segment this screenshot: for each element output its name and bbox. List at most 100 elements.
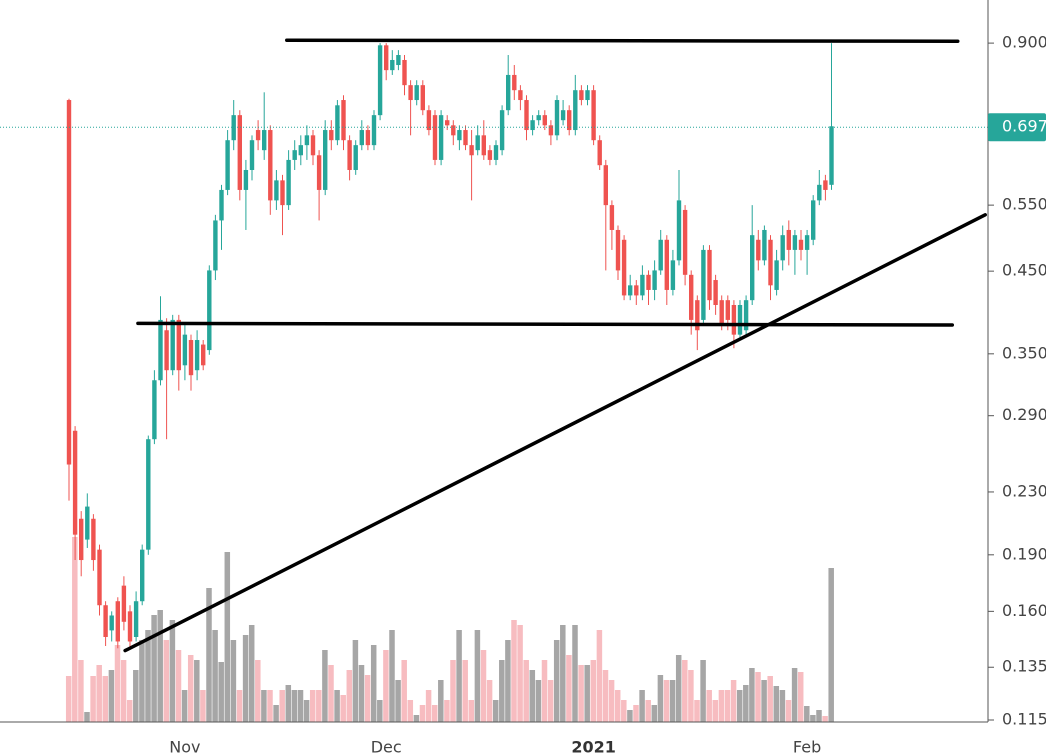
candle-body [402,59,407,86]
volume-bar [346,670,353,722]
volume-bar [255,660,261,722]
volume-bar [334,690,340,722]
volume-bar [108,670,115,722]
volume-bar [200,690,206,722]
candle-body [85,506,90,540]
candle-body [420,85,425,111]
trend-line [136,321,955,327]
volume-bar [322,650,328,722]
volume-bar [157,610,163,722]
x-tick-label: Nov [169,738,200,756]
candle-body [457,130,462,141]
volume-bar [627,710,633,722]
volume-bar [511,620,517,722]
volume-bar [633,705,639,722]
volume-bar [797,672,804,722]
candle-body [426,110,432,131]
volume-bar [273,705,279,722]
volume-bar [602,670,609,722]
volume-bar [712,700,719,722]
candle-body [560,110,566,121]
candle-body [310,135,316,156]
volume-bar [767,676,773,722]
volume-bar [383,650,389,722]
candle-body [445,120,450,126]
candle-body [737,304,743,335]
candle-body [292,150,297,160]
y-tick-label: 0.290 [1002,405,1046,424]
volume-bar [523,660,529,722]
candle-body [725,300,730,320]
volume-bar [279,690,285,722]
volume-bar [718,690,725,722]
volume-bar [675,655,682,722]
volume-bar [584,665,590,722]
volume-bar [316,690,322,722]
volume-bar [462,660,468,722]
candle-body [579,90,584,101]
candle-body [554,100,560,136]
candle-body [585,90,590,101]
volume-bar [248,625,255,722]
volume-bar [261,690,267,722]
candle-body [628,285,633,296]
y-tick-label: 0.115 [1002,709,1046,728]
candle-body [188,340,194,376]
candle-body [682,209,688,275]
candle-body [756,239,761,261]
volume-bar [688,670,694,722]
candle-body [506,74,511,111]
candle-body [274,180,279,201]
candle-body [97,549,102,606]
candle-body [719,300,724,326]
volume-bar [724,690,731,722]
candle-body [713,280,718,305]
candle-body [615,229,621,271]
volume-bar [413,715,420,722]
volume-bar [645,700,651,722]
candle-body [262,130,267,151]
candle-body [268,130,273,201]
candle-body [499,110,505,151]
volume-bar [590,660,597,722]
candle-body [146,439,151,550]
candle-body [487,150,493,160]
volume-bar [547,680,554,722]
candle-body [371,115,377,146]
candle-body [792,235,798,250]
candle-body [689,274,694,320]
volume-bar [450,660,456,722]
candle-body [512,74,517,91]
volume-bar [621,700,627,722]
candle-body [170,319,175,371]
candle-body [133,601,139,637]
volume-bar [456,630,462,722]
volume-bar [151,615,157,722]
candle-body [237,115,242,190]
volume-bar [340,695,346,722]
candle-body [640,274,645,296]
volume-bar [291,690,298,722]
candle-body [66,100,72,465]
candle-body [451,125,456,136]
volume-bar [444,700,450,722]
volume-bar [438,680,444,722]
volume-bar [474,630,481,722]
volume-bar [431,705,438,722]
volume-bar [572,625,578,722]
volume-bar [145,630,151,722]
x-tick-label: 2021 [571,738,616,756]
y-tick-label: 0.550 [1002,195,1046,214]
volume-bar [566,655,572,722]
volume-bar [194,660,200,722]
last-price-label: 0.697 [1002,117,1046,136]
candle-body [658,239,663,271]
volume-bar [810,715,816,722]
volume-bar [596,630,603,722]
candle-layer [66,43,834,649]
candle-body [542,115,547,126]
candle-body [127,611,133,642]
volume-bar [377,700,383,722]
volume-bar [505,640,511,722]
